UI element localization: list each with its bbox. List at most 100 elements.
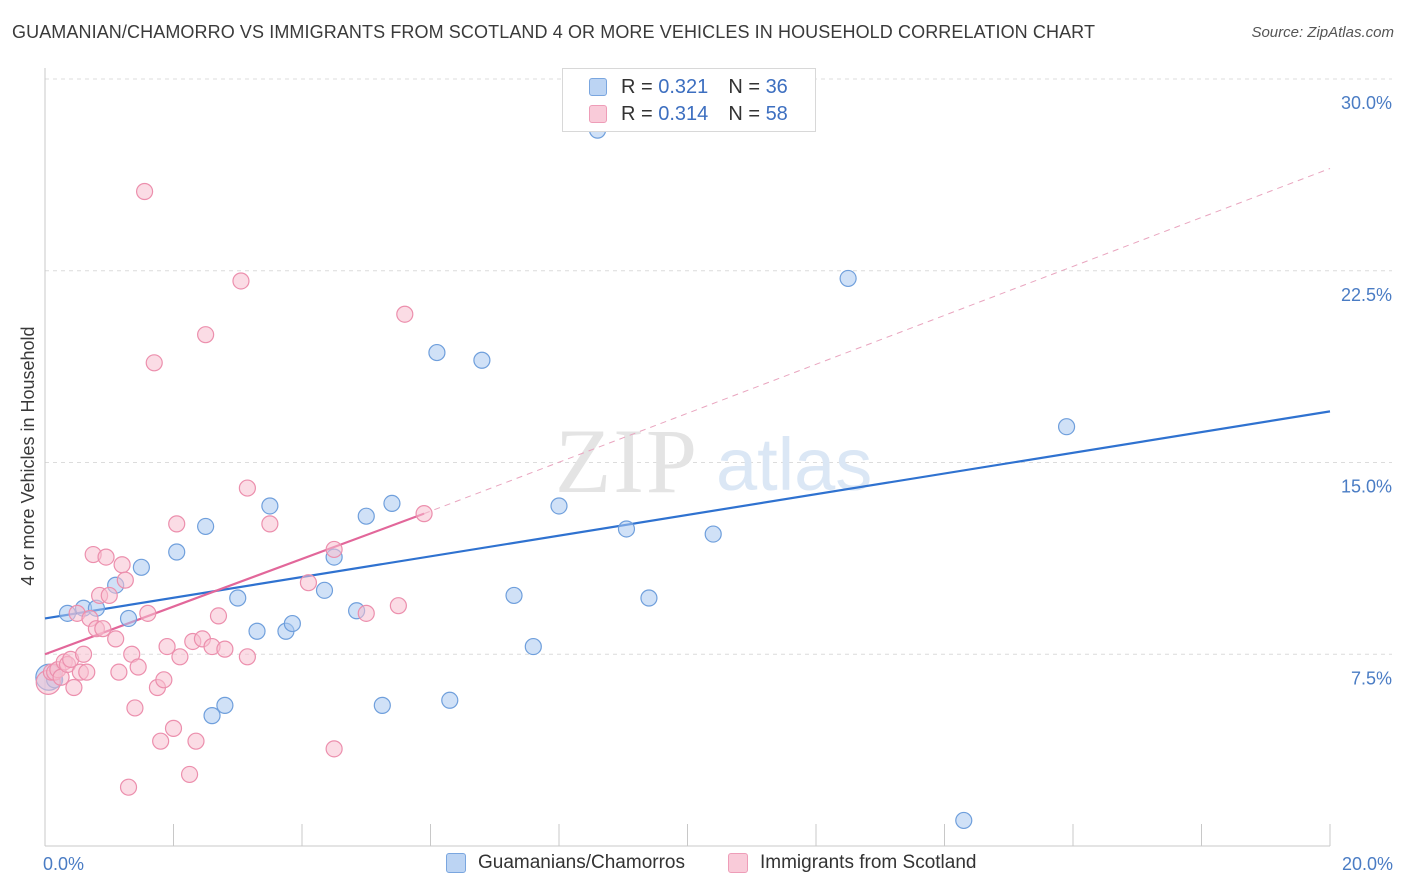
scotland-point — [74, 645, 93, 663]
bottom-legend: Guamanians/Chamorros Immigrants from Sco… — [0, 852, 1406, 878]
legend-n-label: N = — [728, 102, 760, 125]
legend-r-label: R = — [621, 75, 653, 98]
guamanian-point — [550, 497, 568, 515]
guamanian-point — [505, 586, 523, 605]
scotland-point — [232, 272, 250, 290]
scotland-point — [152, 732, 170, 750]
scotland-point — [155, 671, 173, 689]
guamanian-point — [283, 614, 301, 633]
scotland-point — [107, 630, 125, 648]
scotland-point — [187, 732, 205, 750]
legend-n-value: 36 — [765, 75, 788, 98]
legend-r-value: 0.314 — [658, 102, 709, 125]
bottom-legend-label: Immigrants from Scotland — [760, 852, 977, 873]
scotland-point — [209, 607, 228, 625]
guamanian-point — [216, 696, 234, 714]
bottom-legend-item-guamanian: Guamanians/Chamorros — [446, 852, 685, 874]
scotland-point — [357, 604, 375, 622]
guamanian-point — [373, 696, 391, 714]
scotland-point — [65, 678, 83, 697]
scotland-point — [238, 648, 256, 666]
guamanian-point — [473, 351, 491, 369]
scotland-point — [100, 586, 118, 605]
scotland-point — [197, 326, 215, 344]
guamanian-point — [315, 581, 334, 599]
legend-r-label: R = — [621, 102, 653, 125]
guamanian-point — [197, 517, 215, 536]
scotland-point — [261, 515, 279, 533]
scotland-point — [325, 740, 343, 758]
scotland-point — [171, 648, 189, 666]
bottom-legend-swatch-guamanian — [446, 853, 466, 873]
guamanian-point — [261, 497, 279, 515]
scotland-point — [94, 620, 112, 638]
scotland-point — [145, 354, 163, 372]
scotland-point — [129, 658, 147, 676]
guamanian-point — [428, 343, 446, 362]
scotland-point — [126, 699, 144, 717]
watermark-atlas: atlas — [716, 423, 872, 506]
guamanian-point — [704, 525, 722, 543]
guamanian-point — [203, 707, 221, 725]
scotland-point — [97, 548, 115, 566]
scotland-point — [139, 604, 157, 622]
grid-layer — [45, 78, 1392, 655]
guamanian-point — [640, 589, 658, 607]
legend-n-label: N = — [728, 75, 760, 98]
scotland-point — [164, 719, 183, 737]
guamanian-point — [119, 609, 138, 628]
scotland-point — [415, 505, 433, 523]
y-tick-label: 15.0% — [1341, 477, 1392, 497]
y-tick-label: 7.5% — [1351, 668, 1392, 688]
guamanian-point — [524, 637, 542, 656]
guamanian-point — [357, 507, 375, 525]
watermark: ZIP atlas — [555, 410, 872, 512]
guamanian-point — [1057, 418, 1076, 436]
legend-r-value: 0.321 — [658, 75, 709, 98]
scotland-point — [180, 765, 199, 784]
guamanian-point — [955, 811, 973, 830]
watermark-zip: ZIP — [555, 410, 699, 512]
scotland-point — [110, 663, 128, 681]
legend: R = 0.321 N = 36 R = 0.314 N = 58 — [562, 68, 816, 132]
legend-row-scotland: R = 0.314 N = 58 — [589, 102, 788, 126]
scotland-point — [396, 305, 414, 323]
legend-n-value: 58 — [765, 102, 788, 125]
guamanian-point — [229, 589, 247, 607]
bottom-legend-swatch-scotland — [728, 853, 748, 873]
bottom-legend-item-scotland: Immigrants from Scotland — [728, 852, 976, 874]
guamanian-point — [248, 622, 266, 640]
bottom-legend-label: Guamanians/Chamorros — [478, 852, 685, 873]
legend-row-guamanian: R = 0.321 N = 36 — [589, 75, 788, 99]
y-tick-label: 22.5% — [1341, 285, 1392, 305]
guamanian-point — [839, 269, 857, 288]
scotland-point — [168, 515, 186, 533]
scotland-point — [238, 479, 256, 497]
scotland-point — [78, 663, 96, 681]
guamanian-point — [617, 520, 636, 538]
x-tick-label: 0.0% — [43, 854, 84, 874]
scotland-point — [325, 540, 343, 559]
scotland-point — [158, 637, 176, 656]
legend-swatch-guamanian — [589, 78, 607, 96]
source-label: Source: ZipAtlas.com — [1251, 24, 1394, 41]
chart-title: GUAMANIAN/CHAMORRO VS IMMIGRANTS FROM SC… — [12, 22, 1096, 42]
scotland-point — [389, 597, 407, 615]
guamanian-point — [383, 494, 401, 513]
y-tick-label: 30.0% — [1341, 93, 1392, 113]
guamanian-point — [132, 558, 150, 576]
y-axis-label: 4 or more Vehicles in Household — [18, 326, 38, 585]
scotland-point — [119, 778, 138, 796]
scotland-trend-extension — [423, 168, 1331, 515]
x-tick-label: 20.0% — [1342, 854, 1393, 874]
guamanian-point — [168, 543, 186, 561]
axis-layer: 7.5% 15.0% 22.5% 30.0% 0.0% 20.0% — [43, 68, 1393, 874]
legend-swatch-scotland — [589, 105, 607, 123]
guamanian-point — [441, 691, 459, 709]
scotland-point — [116, 571, 134, 589]
guamanian-trend-line — [44, 410, 1331, 620]
points-layer — [35, 121, 1076, 830]
scotland-point — [113, 556, 131, 574]
scotland-point — [299, 574, 318, 592]
